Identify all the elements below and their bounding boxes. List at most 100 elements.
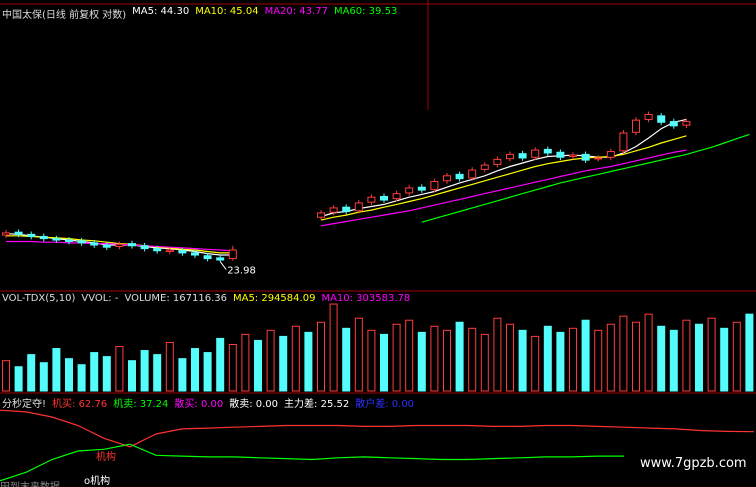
candle-body	[191, 252, 199, 256]
volume-bar	[140, 350, 149, 392]
candle-body	[657, 115, 666, 123]
volume-bar	[531, 335, 540, 392]
volume-bar	[392, 323, 401, 392]
volume-bar	[417, 331, 426, 392]
volume-bar	[569, 327, 577, 392]
volume-bar	[241, 333, 250, 392]
candle-body	[14, 231, 23, 235]
volume-bar	[745, 313, 754, 392]
volume-bar	[581, 319, 590, 392]
candle-body	[329, 207, 338, 213]
volume-bar	[606, 323, 615, 392]
candle-body	[39, 235, 48, 240]
title: VOL-TDX(5,10)	[2, 293, 76, 304]
label: 散户差: 0.00	[355, 399, 415, 410]
legend-entry: MA5: 44.30	[132, 6, 190, 17]
volume-bar	[354, 317, 363, 392]
candle-body	[102, 244, 111, 248]
volume-bar	[165, 341, 174, 392]
candle-body	[380, 196, 388, 201]
legend-entry: MA20: 43.77	[264, 6, 328, 17]
candle-body	[65, 239, 73, 242]
volume-header: VOL-TDX(5,10) VVOL: - VOLUME: 167116.36 MA5…	[2, 293, 410, 304]
volume-bar	[556, 331, 565, 392]
candle-body	[342, 206, 351, 212]
volume-bar	[594, 329, 603, 392]
volume-bar	[506, 323, 514, 392]
candle-body	[354, 202, 363, 212]
candle-body	[569, 154, 577, 158]
volume-bar	[304, 331, 313, 392]
legend-entry: MA10: 303583.78	[321, 293, 411, 304]
candle-body	[317, 212, 325, 218]
volume-bar	[657, 325, 666, 392]
volume-bar	[430, 325, 439, 392]
candle-body	[178, 250, 187, 254]
series-line	[5, 118, 687, 256]
candle-body	[165, 249, 174, 252]
candle-body	[632, 119, 640, 133]
volume-bar	[543, 325, 552, 392]
candle-body	[228, 249, 237, 260]
candle-body	[493, 158, 502, 165]
candle-body	[531, 149, 540, 158]
series-line	[0, 409, 755, 448]
legend-entry: 机买: 62.76	[52, 399, 108, 410]
annotation: 机构	[96, 452, 116, 463]
candle-body	[556, 151, 565, 158]
candle-body	[52, 238, 61, 241]
volume-bar	[14, 366, 23, 392]
candle-body	[405, 187, 414, 194]
annotation: o机构	[84, 476, 111, 487]
legend-entry: 机卖: 37.24	[113, 399, 169, 410]
volume-bar	[632, 321, 640, 392]
volume-bar	[291, 325, 300, 392]
label: VOLUME: 167116.36	[124, 293, 227, 304]
volume-bar	[669, 329, 678, 392]
candle-body	[506, 153, 514, 160]
volume-bar	[90, 352, 99, 392]
volume-bar	[732, 321, 741, 392]
candle-body	[581, 153, 590, 161]
indicator-header: 分秒定夺! 机买: 62.76 机卖: 37.24 散买: 0.00 散卖: 0.00 主…	[2, 395, 414, 410]
candle-body	[153, 248, 162, 252]
series-line	[0, 443, 624, 482]
volume-bar	[682, 319, 691, 392]
volume-bar	[468, 327, 477, 392]
series-line	[6, 135, 687, 254]
candle-body	[128, 243, 136, 247]
annotation-leader	[219, 261, 227, 270]
volume-bar	[77, 364, 86, 392]
volume-bar	[619, 315, 628, 392]
candle-body	[90, 242, 99, 246]
volume-bar	[115, 346, 124, 392]
candle-body	[644, 113, 653, 120]
volume-bar	[254, 339, 262, 392]
volume-bar	[342, 327, 351, 392]
candle-body	[682, 121, 691, 126]
volume-bar	[27, 354, 36, 392]
volume-bar	[644, 313, 653, 392]
volume-bar	[228, 343, 237, 392]
volume-bar	[329, 303, 338, 392]
candle-body	[216, 257, 225, 261]
volume-bar	[216, 337, 225, 392]
candle-body	[518, 153, 527, 159]
label: 散卖: 0.00	[229, 399, 279, 410]
title: 中国太保(日线 前复权 对数)	[2, 10, 127, 21]
series-line	[6, 149, 687, 252]
candle-body	[543, 148, 552, 154]
volume-bar	[405, 319, 414, 392]
label: 主力差: 25.52	[284, 399, 350, 410]
volume-bar	[128, 360, 136, 392]
volume-bar	[266, 329, 275, 392]
candle-body	[480, 164, 489, 170]
candle-body	[203, 255, 212, 260]
series-line	[421, 133, 750, 223]
volume-bar	[39, 362, 48, 392]
candle-body	[606, 151, 615, 158]
candle-body	[27, 233, 36, 237]
volume-bar	[707, 317, 716, 392]
